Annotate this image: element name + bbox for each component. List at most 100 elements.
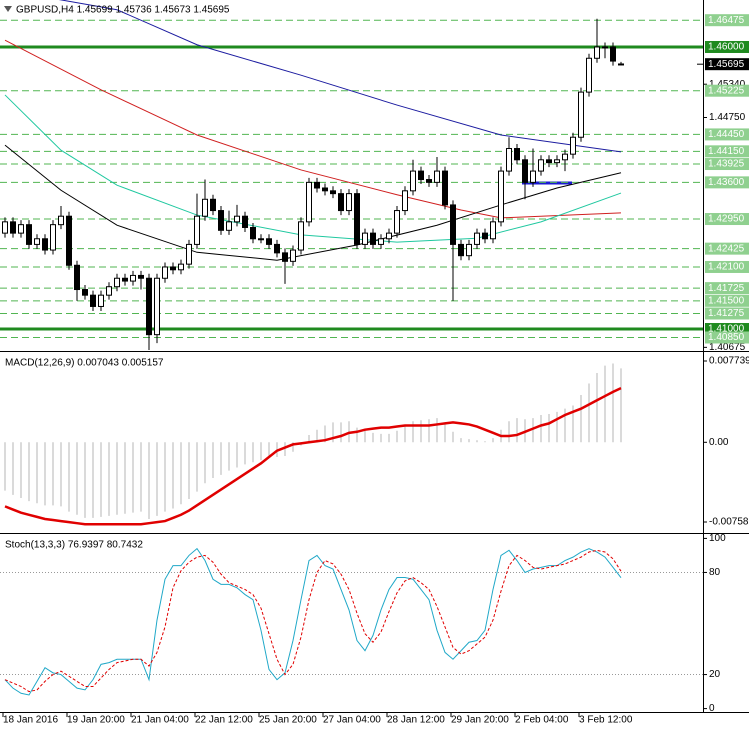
- candle-body: [482, 232, 488, 240]
- level-label-box: [705, 128, 749, 141]
- level-label-box: [705, 307, 749, 320]
- candle-body: [378, 238, 384, 245]
- candle-body: [586, 57, 592, 93]
- level-label: 1.43600: [708, 177, 745, 188]
- candle-body: [362, 232, 368, 245]
- candle-body: [546, 159, 552, 164]
- level-label: 1.41725: [708, 283, 745, 294]
- level-label: 1.42100: [708, 262, 745, 273]
- y-tick-label: 0: [709, 703, 715, 714]
- candle-body: [178, 263, 184, 271]
- candle-body: [82, 289, 88, 296]
- x-tick-label: 19 Jan 20:00: [67, 715, 125, 726]
- panel: [0, 0, 703, 350]
- candle-body: [122, 277, 128, 282]
- candle-body: [410, 170, 416, 192]
- x-tick-label: 22 Jan 12:00: [195, 715, 253, 726]
- level-label-box: [705, 145, 749, 158]
- moving-average: [4, 144, 622, 261]
- candle-body: [338, 193, 344, 212]
- candle-body: [402, 190, 408, 212]
- collapse-icon: [4, 6, 12, 12]
- panel-title: MACD(12,26,9) 0.007043 0.005157: [5, 358, 164, 369]
- candle-body: [458, 243, 464, 257]
- level-label-box: [705, 242, 749, 255]
- candle-body: [242, 215, 248, 228]
- candle-body: [386, 232, 392, 240]
- candle-body: [66, 215, 72, 266]
- candle-body: [514, 148, 520, 161]
- level-label-box: [705, 14, 749, 27]
- candle-body: [618, 63, 624, 66]
- candle-body: [26, 224, 32, 245]
- y-tick-label: -0.007587: [709, 517, 749, 528]
- level-label-box: [705, 40, 749, 53]
- y-tick-label: 20: [709, 669, 721, 680]
- panel-title: GBPUSD,H4 1.45699 1.45736 1.45673 1.4569…: [16, 5, 230, 16]
- candle-body: [346, 193, 352, 212]
- candle-body: [130, 274, 136, 282]
- y-tick-label: 1.45340: [709, 79, 746, 90]
- candle-body: [522, 159, 528, 183]
- x-tick-label: 29 Jan 20:00: [451, 715, 509, 726]
- candle-body: [266, 238, 272, 245]
- candle-body: [282, 252, 288, 262]
- level-label-box: [705, 282, 749, 295]
- candle-body: [162, 266, 168, 279]
- level-label: 1.43925: [708, 159, 745, 170]
- candle-body: [138, 274, 144, 279]
- candle-body: [194, 215, 200, 245]
- candle-body: [466, 243, 472, 257]
- candle-body: [34, 238, 40, 245]
- level-label: 1.44150: [708, 146, 745, 157]
- candle-body: [322, 187, 328, 192]
- candle-body: [258, 238, 264, 241]
- candle-body: [74, 264, 80, 291]
- last-price-box: [705, 58, 749, 71]
- y-tick-label: 1.40675: [709, 342, 746, 353]
- candle-body: [370, 232, 376, 245]
- level-label: 1.40850: [708, 332, 745, 343]
- candle-body: [330, 190, 336, 195]
- candle-body: [490, 221, 496, 240]
- level-label: 1.41275: [708, 308, 745, 319]
- candle-body: [610, 46, 616, 62]
- x-tick-label: 25 Jan 20:00: [259, 715, 317, 726]
- candle-body: [554, 159, 560, 164]
- candle-body: [498, 170, 504, 223]
- candle-body: [154, 277, 160, 336]
- candle-body: [602, 46, 608, 49]
- level-label: 1.46475: [708, 15, 745, 26]
- level-label-box: [705, 158, 749, 171]
- candle-body: [506, 148, 512, 172]
- candle-body: [530, 170, 536, 183]
- level-label: 1.41000: [708, 324, 745, 335]
- panel-title: Stoch(13,3,3) 76.9397 80.7432: [5, 540, 143, 551]
- candle-body: [210, 198, 216, 212]
- y-tick-label: 100: [709, 533, 726, 544]
- x-tick-label: 18 Jan 2016: [3, 715, 58, 726]
- candle-body: [234, 215, 240, 223]
- y-tick-label: 0.007739: [709, 356, 749, 367]
- x-tick-label: 28 Jan 12:00: [387, 715, 445, 726]
- candle-body: [306, 181, 312, 223]
- candle-body: [418, 170, 424, 181]
- candle-body: [538, 159, 544, 172]
- x-tick-label: 27 Jan 04:00: [323, 715, 381, 726]
- level-label-box: [705, 84, 749, 97]
- stoch-line: [4, 547, 622, 696]
- candle-body: [450, 204, 456, 245]
- level-label-box: [705, 176, 749, 189]
- moving-average: [58, 0, 622, 153]
- level-label-box: [705, 260, 749, 273]
- candle-body: [186, 243, 192, 265]
- x-tick-label: 3 Feb 12:00: [579, 715, 633, 726]
- moving-average: [4, 39, 622, 219]
- candle-body: [90, 294, 96, 307]
- candle-body: [314, 181, 320, 189]
- x-tick-label: 21 Jan 04:00: [131, 715, 189, 726]
- candle-body: [570, 136, 576, 155]
- candle-body: [394, 210, 400, 234]
